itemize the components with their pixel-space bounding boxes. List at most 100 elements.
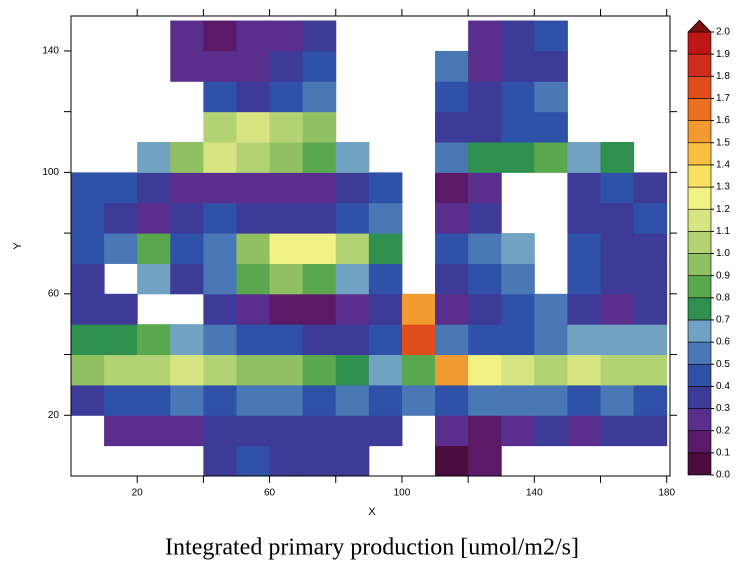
field-cell (600, 324, 635, 356)
field-cell (335, 142, 370, 173)
field-cell (302, 142, 337, 173)
field-cell (534, 324, 568, 356)
field-cell (302, 354, 337, 386)
field-cell (435, 354, 469, 386)
field-cell (170, 354, 204, 386)
field-cell (137, 233, 171, 264)
colorbar-tick-label: 1.7 (716, 93, 730, 104)
x-tick-label: 100 (394, 488, 411, 499)
field-cell (269, 20, 304, 52)
colorbar-bin (687, 452, 712, 476)
field-cell (203, 354, 237, 386)
colorbar-bin (687, 120, 712, 144)
colorbar-bin (687, 53, 712, 77)
field-cell (600, 293, 635, 325)
field-cell (534, 142, 568, 173)
colorbar-tick-label: 0.4 (716, 381, 730, 392)
colorbar-bin (687, 319, 712, 343)
field-cell (236, 20, 271, 52)
field-cell (468, 324, 502, 356)
x-tick-label: 140 (526, 488, 543, 499)
field-cell (302, 172, 337, 204)
field-cell (468, 20, 502, 52)
field-cell (137, 384, 171, 416)
field-cell (170, 172, 204, 204)
field-cell (302, 233, 337, 264)
field-cell (368, 354, 403, 386)
field-cell (137, 263, 171, 295)
field-cell (269, 293, 304, 325)
colorbar-tick-label: 2.0 (716, 27, 730, 38)
field-cell (501, 354, 535, 386)
field-cell (501, 20, 535, 52)
colorbar-tick-label: 0.9 (716, 270, 730, 281)
chart-title: Integrated primary production [umol/m2/s… (165, 535, 579, 561)
field-cell (633, 415, 668, 447)
field-cell (468, 384, 502, 416)
field-cell (137, 142, 171, 173)
field-cell (104, 324, 138, 356)
field-cell (633, 202, 668, 234)
field-cell (501, 233, 535, 264)
field-cell (302, 202, 337, 234)
colorbar-bin (687, 208, 712, 232)
colorbar-bin (687, 31, 712, 55)
field-cell (302, 81, 337, 113)
field-cell (71, 172, 105, 204)
field-cell (104, 202, 138, 234)
field-cell (203, 50, 237, 82)
field-cell (203, 324, 237, 356)
field-cell (633, 384, 668, 416)
field-cell (302, 384, 337, 416)
field-cell (368, 202, 403, 234)
field-cell (567, 142, 602, 173)
y-tick-label: 60 (48, 288, 60, 299)
field-cell (468, 445, 502, 477)
field-cell (501, 384, 535, 416)
plot-frame (70, 15, 671, 477)
field-cell (302, 20, 337, 52)
field-cell (335, 172, 370, 204)
field-cell (435, 293, 469, 325)
field-cell (104, 172, 138, 204)
field-cell (236, 354, 271, 386)
field-cell (203, 81, 237, 113)
field-cell (104, 233, 138, 264)
field-cell (368, 172, 403, 204)
field-cell (633, 172, 668, 204)
field-cell (236, 384, 271, 416)
field-cell (401, 354, 436, 386)
colorbar-tick-label: 0.7 (716, 315, 730, 326)
field-cell (302, 111, 337, 143)
field-cell (600, 263, 635, 295)
field-cell (534, 384, 568, 416)
field-cell (269, 354, 304, 386)
field-cell (71, 202, 105, 234)
field-cell (104, 293, 138, 325)
field-cell (368, 233, 403, 264)
field-cell (71, 324, 105, 356)
colorbar-tick-label: 1.6 (716, 115, 730, 126)
field-cell (269, 415, 304, 447)
field-cell (302, 415, 337, 447)
colorbar-bin (687, 275, 712, 299)
field-cell (335, 293, 370, 325)
field-cell (269, 263, 304, 295)
field-cell (170, 384, 204, 416)
colorbar-bin (687, 408, 712, 431)
colorbar-bin (687, 98, 712, 121)
field-cell (633, 263, 668, 295)
field-cell (534, 293, 568, 325)
field-cell (335, 202, 370, 234)
field-cell (137, 202, 171, 234)
field-cell (71, 354, 105, 386)
field-cell (567, 263, 602, 295)
field-cell (335, 233, 370, 264)
field-cell (534, 50, 568, 82)
y-tick-label: 140 (42, 46, 59, 57)
colorbar-tick-label: 1.1 (716, 226, 730, 237)
field-cell (203, 293, 237, 325)
colorbar-tick-label: 1.4 (716, 160, 730, 171)
colorbar-tick-label: 0.2 (716, 425, 730, 436)
x-tick-label: 60 (264, 488, 276, 499)
